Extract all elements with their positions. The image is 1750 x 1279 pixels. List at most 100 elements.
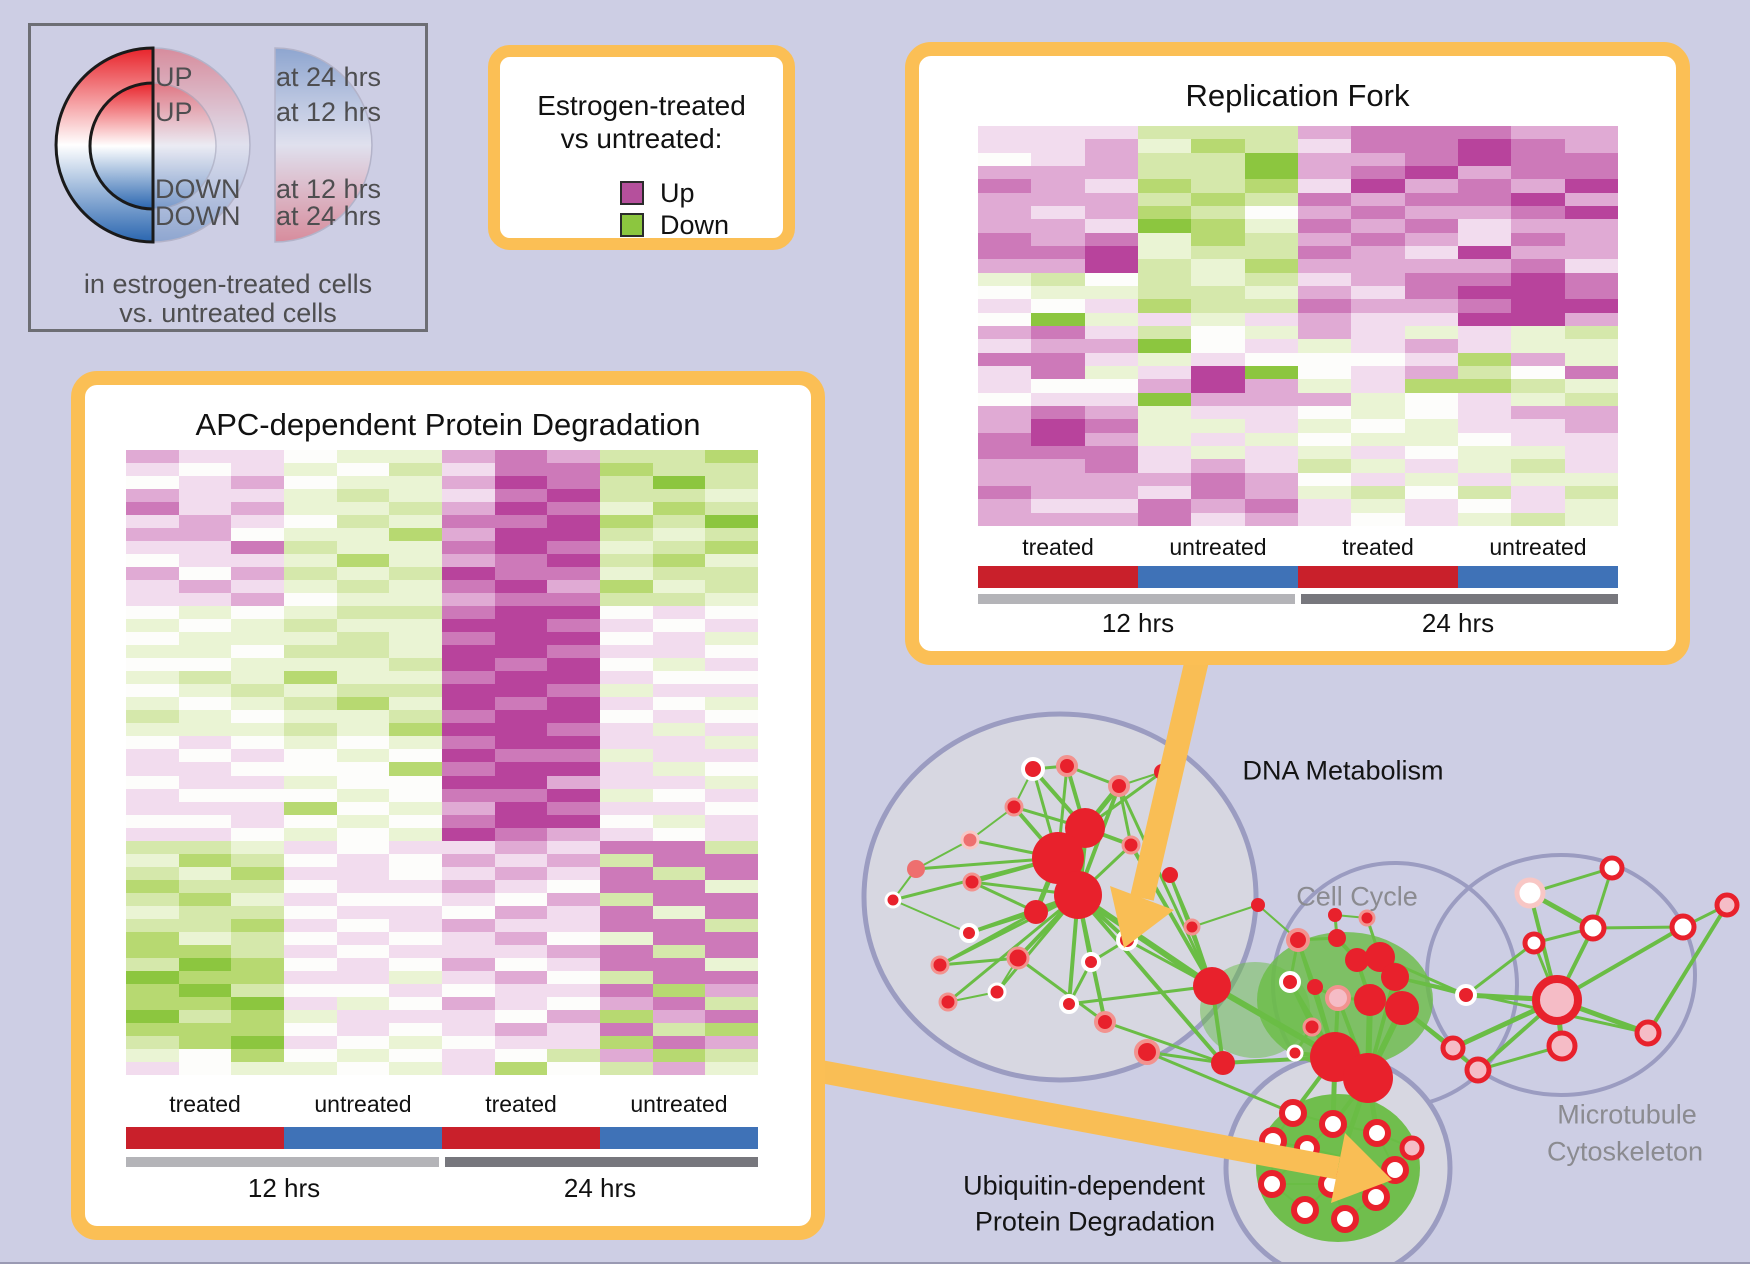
heatmap-cell [231,1061,284,1075]
heatmap-cell [1564,419,1618,433]
heatmap-cell [126,866,179,880]
heatmap-cell [231,853,284,867]
heatmap-cell [600,1048,653,1062]
gene-node [1006,946,1030,970]
heatmap-cell [231,541,284,555]
heatmap-cell [547,554,600,568]
heatmap-cell [1297,405,1352,420]
heatmap-cell [126,515,179,529]
heatmap-cell [389,1009,442,1023]
heatmap-cell [1244,352,1298,366]
heatmap-cell [1564,365,1618,380]
heatmap-cell [1564,259,1618,273]
heatmap-cell [389,710,442,724]
heatmap-cell [1084,312,1138,326]
up-label: Up [660,178,695,208]
heatmap-cell [547,931,600,945]
heatmap-cell [1244,285,1298,300]
heatmap-cell [1137,419,1192,433]
heatmap-cell [231,502,284,516]
heatmap-cell [1351,165,1405,180]
network-edge [1394,975,1649,1035]
heatmap-cell [1511,445,1565,460]
heatmap-cell [126,476,179,490]
heatmap-cell [389,736,442,750]
heatmap-cell [1457,192,1512,206]
heatmap-cell [1244,365,1298,380]
heatmap-cell [336,580,390,594]
heatmap-cell [126,1048,179,1062]
heatmap-cell [126,554,179,568]
heatmap-cell [600,619,653,633]
heatmap-cell [1511,259,1565,273]
heatmap-cell [284,671,337,685]
heatmap-cell [652,710,706,724]
heatmap-cell [600,697,653,711]
heatmap-cell [1191,432,1245,446]
heatmap-cell [494,801,548,815]
heatmap-cell [705,528,758,542]
heatmap-cell [547,983,600,997]
heatmap-cell [389,918,442,932]
heatmap-cell [600,996,653,1010]
heatmap-cell [1297,259,1352,273]
heatmap-cell [1404,419,1458,433]
heatmap-cell [652,1009,706,1023]
network-edge [1117,785,1214,987]
heatmap-cell [652,515,706,529]
heatmap-cell [494,632,548,646]
heatmap-cell [1137,445,1192,460]
heatmap-cell [336,879,390,893]
heatmap-cell [1031,352,1085,366]
heatmap-cell [705,1022,758,1036]
heatmap-cell [1564,272,1618,286]
heatmap-cell [389,697,442,711]
heatmap-cell [126,931,179,945]
heatmap-cell [284,541,337,555]
heatmap-cell [284,502,337,516]
heatmap-cell [1244,152,1298,166]
heatmap-cell [1564,485,1618,500]
heatmap-cell [389,775,442,789]
heatmap-cell [705,944,758,958]
heatmap-cell [494,1022,548,1036]
heatmap-cell [1564,512,1618,526]
heatmap-cell [231,749,284,763]
heatmap-cell [705,775,758,789]
cluster-label-cell-cycle: Cell Cycle [1296,881,1418,912]
heatmap-cell [389,1048,442,1062]
heatmap-cell [1297,192,1352,206]
heatmap-cell [494,1048,548,1062]
heatmap-cell [231,944,284,958]
heatmap-cell [1191,139,1245,153]
heatmap-cell [1031,499,1085,513]
heatmap-cell [284,996,337,1010]
heatmap-cell [336,736,390,750]
heatmap-cell [652,645,706,659]
heatmap-cell [1511,365,1565,380]
heatmap-cell [126,905,179,919]
heatmap-cell [1137,405,1192,420]
heatmap-cell [389,827,442,841]
heatmap-cell [600,593,653,607]
untreated-bar-segment [284,1127,442,1149]
heatmap-cell [442,645,495,659]
heatmap-cell [1564,285,1618,300]
heatmap-cell [284,1048,337,1062]
heatmap-cell [1244,445,1298,460]
heatmap-cell [1031,232,1085,246]
gene-node [1354,984,1386,1016]
heatmap-cell [652,814,706,828]
heatmap-cell [494,996,548,1010]
gene-node [1714,892,1740,918]
heatmap-cell [705,866,758,880]
heatmap-cell [652,723,706,737]
heatmap-cell [600,1022,653,1036]
heatmap-cell [1244,432,1298,446]
heatmap-cell [1351,232,1405,246]
heatmap-cell [494,879,548,893]
gene-node [1193,967,1231,1005]
heatmap-cell [1297,459,1352,473]
heatmap-cell [126,879,179,893]
gene-node [1634,1019,1662,1047]
